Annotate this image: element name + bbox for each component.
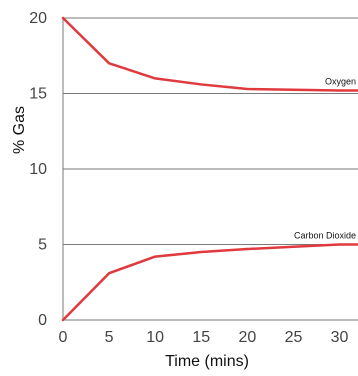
x-axis-title: Time (mins): [165, 353, 249, 370]
x-tick-label-2: 10: [146, 329, 164, 346]
y-tick-label-0: 0: [38, 312, 47, 329]
y-tick-label-1: 5: [38, 237, 47, 254]
x-tick-label-0: 0: [59, 329, 68, 346]
labels: 0 5 10 15 20 0 5 10 15 20 25 30 Oxygen Carbon Dioxide: [29, 10, 356, 346]
series-line-1: [61, 243, 358, 322]
y-tick-label-2: 10: [29, 161, 47, 178]
y-axis-title: % Gas: [11, 106, 28, 154]
gridlines: [63, 17, 358, 321]
x-tick-label-3: 15: [192, 329, 210, 346]
x-tick-label-1: 5: [105, 329, 114, 346]
x-tick-label-6: 30: [331, 329, 349, 346]
series-line-0: [61, 16, 358, 92]
x-tick-label-5: 25: [285, 329, 303, 346]
x-tick-label-4: 20: [238, 329, 256, 346]
y-tick-label-4: 20: [29, 10, 47, 27]
y-tick-label-3: 15: [29, 86, 47, 103]
series: [61, 16, 358, 322]
series-label-0: Oxygen: [325, 76, 356, 86]
series-label-1: Carbon Dioxide: [294, 231, 356, 241]
